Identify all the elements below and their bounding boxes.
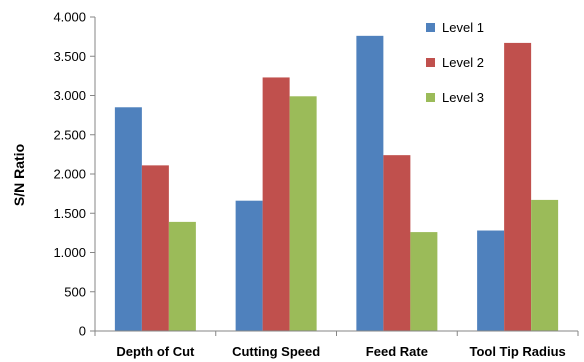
y-tick-label: 1.000: [53, 245, 86, 260]
bar-level-2-tool-tip-radius: [504, 42, 532, 331]
bar-level-3-feed-rate: [410, 232, 438, 331]
legend-swatch: [426, 58, 435, 67]
bar-level-1-tool-tip-radius: [477, 230, 505, 331]
y-tick-label: 2.500: [53, 127, 86, 142]
legend-label: Level 2: [442, 55, 484, 70]
x-category-label: Cutting Speed: [232, 344, 320, 359]
y-tick-label: 4.000: [53, 10, 86, 25]
bar-level-1-depth-of-cut: [114, 107, 142, 332]
bar-level-3-depth-of-cut: [168, 221, 196, 331]
legend-swatch: [426, 93, 435, 102]
axes: [94, 17, 579, 336]
bar-level-3-tool-tip-radius: [531, 199, 559, 331]
bar-level-1-feed-rate: [356, 35, 384, 332]
y-axis-ticks: 0 500 1.000 1.500 2.000 2.500 3.000 3.500 4.000: [53, 10, 95, 339]
y-axis-title-group: S/N Ratio: [11, 144, 27, 206]
x-category-label: Tool Tip Radius: [469, 344, 565, 359]
y-tick-label: 3.000: [53, 88, 86, 103]
bar-level-2-feed-rate: [383, 155, 411, 331]
x-category-label: Feed Rate: [366, 344, 428, 359]
y-tick-label: 2.000: [53, 167, 86, 182]
y-tick-label: 3.500: [53, 49, 86, 64]
y-axis-title: S/N Ratio: [11, 144, 27, 206]
legend-label: Level 1: [442, 20, 484, 35]
x-category-label: Depth of Cut: [116, 344, 195, 359]
bar-level-2-cutting-speed: [262, 77, 290, 331]
y-tick-label: 1.500: [53, 206, 86, 221]
x-axis-labels: Depth of Cut Cutting Speed Feed Rate Tool T…: [116, 344, 565, 359]
legend-label: Level 3: [442, 90, 484, 105]
bar-level-3-cutting-speed: [289, 96, 317, 331]
legend-swatch: [426, 23, 435, 32]
bars: [114, 35, 559, 332]
bar-level-2-depth-of-cut: [141, 165, 169, 331]
bar-level-1-cutting-speed: [235, 200, 263, 331]
legend: Level 1 Level 2 Level 3: [426, 20, 484, 105]
y-tick-label: 500: [64, 284, 86, 299]
y-tick-label: 0: [79, 324, 86, 339]
